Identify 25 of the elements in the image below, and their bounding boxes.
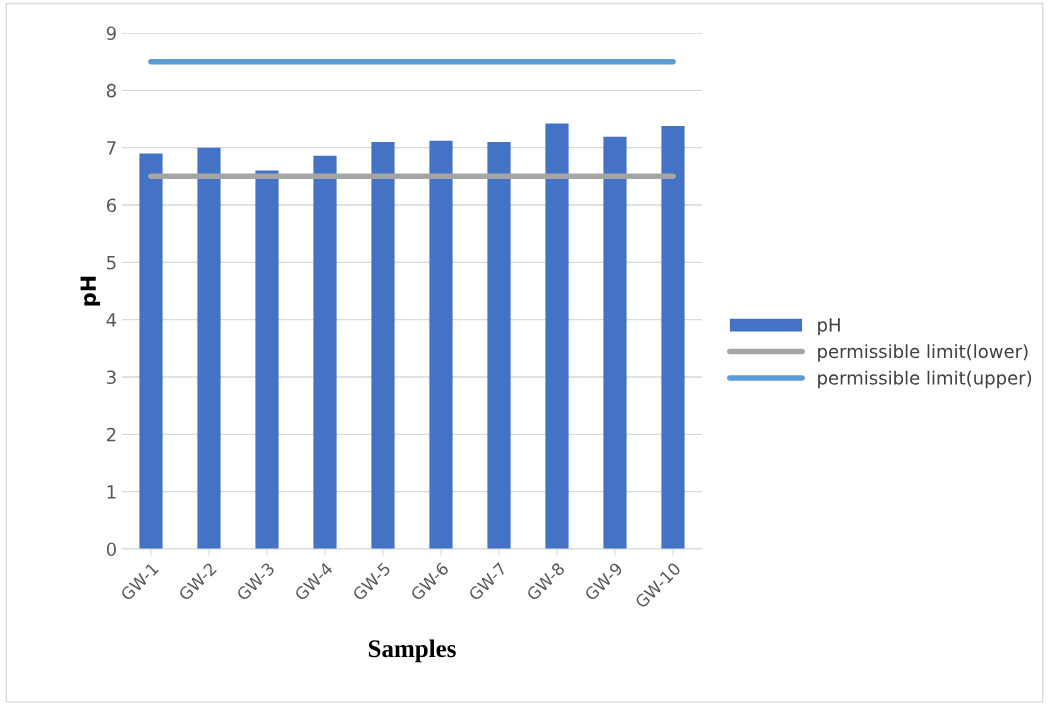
bar — [371, 141, 395, 549]
bar — [197, 147, 221, 549]
x-axis-title: Samples — [368, 639, 456, 663]
bar — [313, 155, 337, 549]
y-tick-label: 4 — [106, 313, 117, 327]
bar — [255, 170, 279, 549]
y-tick-label: 7 — [107, 141, 116, 155]
y-tick-label: 0 — [106, 542, 116, 557]
y-tick-label: 1 — [107, 485, 116, 499]
y-tick-label: 3 — [107, 370, 116, 385]
legend-label: pH — [818, 318, 840, 336]
y-tick-label: 8 — [106, 83, 116, 98]
bar — [603, 136, 627, 549]
y-tick-label: 2 — [106, 427, 116, 442]
legend-label: permissible limit(upper) — [818, 370, 1032, 389]
y-tick-label: 9 — [106, 26, 116, 41]
bar — [487, 141, 511, 549]
bar — [661, 125, 685, 549]
bar — [545, 123, 569, 549]
y-tick-label: 5 — [107, 256, 116, 270]
bar — [139, 153, 163, 549]
y-axis-title: pH — [80, 276, 101, 306]
y-tick-label: 6 — [106, 198, 116, 213]
bar — [429, 140, 453, 549]
legend-label: permissible limit(lower) — [818, 344, 1028, 362]
